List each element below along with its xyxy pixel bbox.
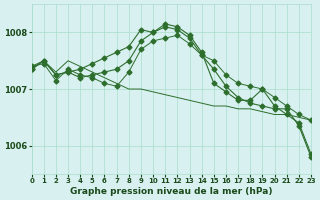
X-axis label: Graphe pression niveau de la mer (hPa): Graphe pression niveau de la mer (hPa) xyxy=(70,187,273,196)
